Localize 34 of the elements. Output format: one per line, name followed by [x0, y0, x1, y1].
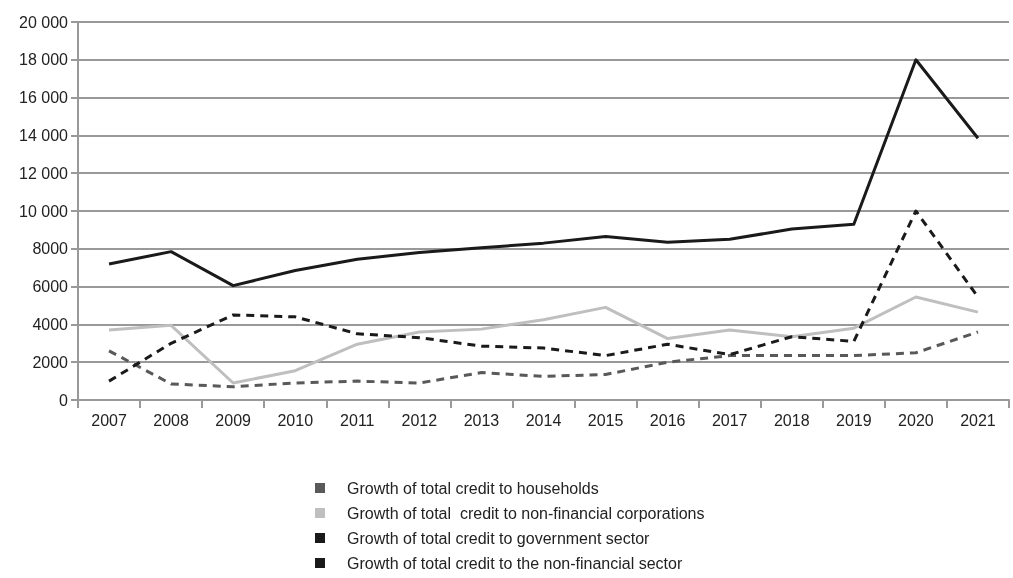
- y-tick-label: 4000: [32, 315, 69, 333]
- x-tick-label: 2016: [649, 411, 686, 429]
- x-tick-label: 2009: [215, 411, 252, 429]
- line-series: [107, 295, 980, 385]
- y-tick-label: 20 000: [19, 13, 69, 31]
- y-tick-label: 2000: [32, 353, 69, 371]
- y-tick-label: 10 000: [19, 202, 69, 220]
- x-tick-label: 2018: [773, 411, 810, 429]
- x-tick-label: 2015: [587, 411, 624, 429]
- x-tick-label: 2007: [91, 411, 127, 429]
- line-series: [107, 58, 980, 288]
- y-tick-label: 6000: [32, 278, 69, 296]
- line-series: [107, 330, 980, 389]
- x-tick-label: 2012: [401, 411, 438, 429]
- x-tick-label: 2021: [960, 411, 996, 429]
- y-tick-label: 14 000: [19, 126, 69, 144]
- y-tick-label: 16 000: [19, 89, 69, 107]
- legend-label: Growth of total credit to government sector: [347, 529, 651, 547]
- x-tick-label: 2008: [153, 411, 189, 429]
- y-tick-label: 8000: [32, 240, 69, 258]
- y-tick-label: 18 000: [19, 51, 69, 69]
- x-tick-label: 2014: [525, 411, 562, 429]
- x-tick-label: 2011: [340, 411, 375, 429]
- x-tick-label: 2013: [463, 411, 500, 429]
- y-tick-label: 0: [59, 391, 69, 409]
- line-series: [107, 209, 980, 383]
- legend-label: Growth of total credit to the non-financial sector: [347, 554, 683, 572]
- x-tick-label: 2020: [898, 411, 934, 429]
- y-tick-label: 12 000: [19, 164, 69, 182]
- x-tick-label: 2019: [836, 411, 872, 429]
- legend-label: Growth of total credit to households: [347, 479, 599, 497]
- x-tick-label: 2017: [711, 411, 748, 429]
- legend-label: Growth of total credit to non-financial corporations: [347, 504, 705, 522]
- x-tick-label: 2010: [277, 411, 314, 429]
